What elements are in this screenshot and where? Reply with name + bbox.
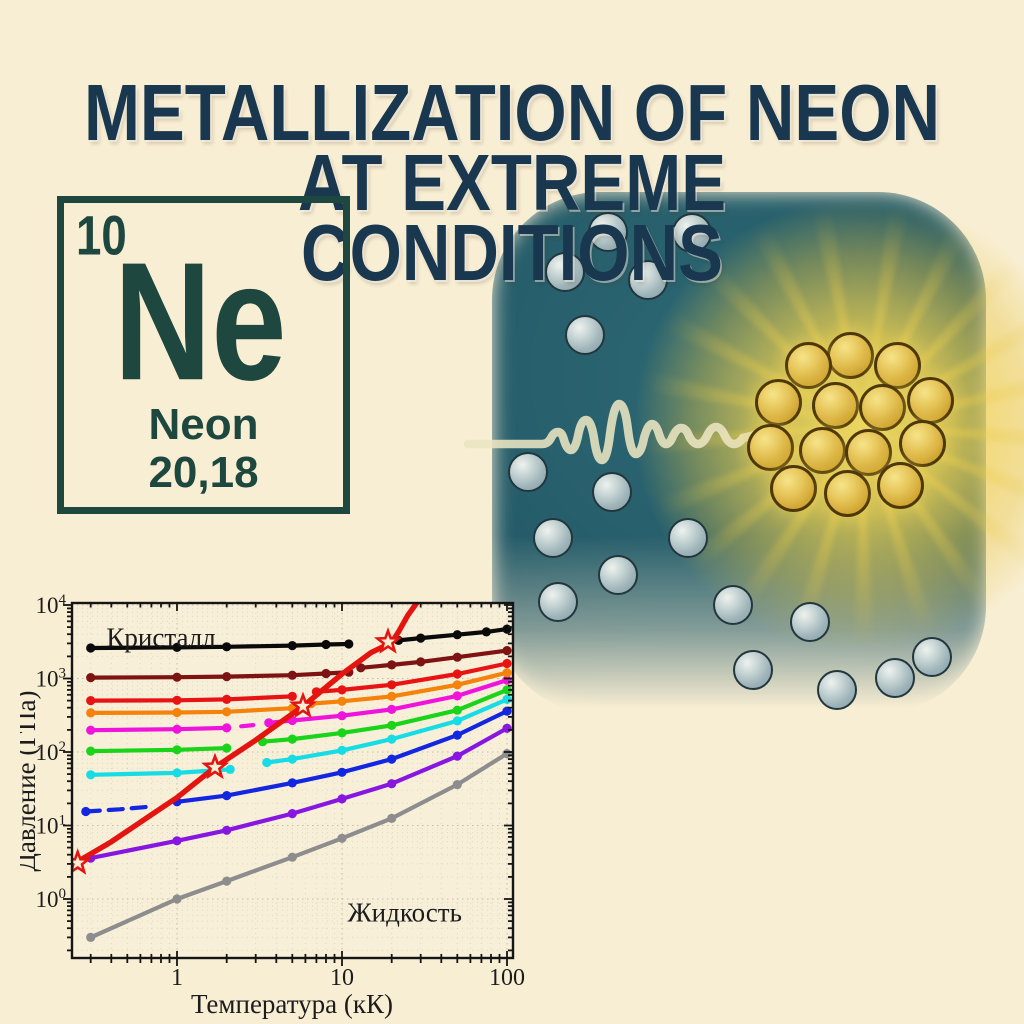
phase-annotation: Жидкость bbox=[347, 897, 461, 927]
metal-neon-atom-icon bbox=[858, 383, 906, 431]
element-symbol: Ne bbox=[113, 226, 286, 416]
neon-atom-icon bbox=[598, 555, 638, 595]
neon-atom-icon bbox=[545, 252, 585, 292]
metal-neon-atom-icon bbox=[769, 464, 817, 512]
page-title: METALLIZATION OF NEON AT EXTREME CONDITI… bbox=[0, 67, 1024, 297]
isochore-series bbox=[81, 624, 512, 942]
melting-star-marker bbox=[373, 627, 403, 654]
y-axis-title: Давление (ГПа) bbox=[20, 691, 41, 872]
axis-ticks bbox=[63, 603, 513, 966]
neon-atom-icon bbox=[508, 452, 548, 492]
neon-atom-icon bbox=[538, 582, 578, 622]
metal-neon-atom-icon bbox=[826, 331, 874, 379]
metal-neon-atom-icon bbox=[906, 376, 954, 424]
x-tick-label: 100 bbox=[489, 965, 525, 991]
melting-star-marker bbox=[288, 691, 317, 719]
series-5 bbox=[86, 675, 512, 735]
series-4 bbox=[86, 685, 512, 756]
metal-neon-atom-icon bbox=[754, 378, 802, 426]
neon-atom-icon bbox=[565, 315, 605, 355]
neon-atom-icon bbox=[912, 637, 952, 677]
neon-atom-icon bbox=[668, 518, 708, 558]
element-card: 10 Ne Neon 20,18 bbox=[57, 196, 350, 514]
atomic-number: 10 bbox=[76, 206, 127, 268]
neon-atom-icon bbox=[790, 602, 830, 642]
metal-neon-atom-icon bbox=[876, 461, 924, 509]
neon-atom-icon bbox=[533, 518, 573, 558]
melting-star-marker bbox=[201, 752, 230, 780]
phase-annotation: Кристалл bbox=[106, 623, 215, 653]
metal-neon-atom-icon bbox=[898, 419, 946, 467]
metal-neon-atom-icon bbox=[873, 341, 921, 389]
neon-atom-icon bbox=[817, 670, 857, 710]
metal-neon-atom-icon bbox=[823, 469, 871, 517]
x-tick-label: 1 bbox=[171, 965, 183, 991]
melting-curve bbox=[72, 603, 420, 875]
series-2 bbox=[81, 706, 512, 817]
y-tick-label: 103 bbox=[36, 666, 67, 692]
melting-star-marker bbox=[72, 848, 92, 875]
series-0 bbox=[86, 749, 512, 942]
title-line-1: METALLIZATION OF NEON bbox=[83, 67, 941, 157]
x-axis-title: Температура (кК) bbox=[191, 989, 393, 1019]
neon-atom-icon bbox=[588, 212, 628, 252]
neon-atom-icon bbox=[733, 650, 773, 690]
atomic-mass: 20,18 bbox=[148, 448, 259, 497]
neon-atom-icon bbox=[875, 658, 915, 698]
neon-atom-icon bbox=[713, 585, 753, 625]
metal-neon-atom-icon bbox=[784, 341, 832, 389]
x-tick-label: 10 bbox=[330, 965, 354, 991]
y-tick-label: 100 bbox=[36, 886, 67, 912]
title-line-2: AT EXTREME CONDITIONS bbox=[297, 137, 727, 297]
neon-atom-icon bbox=[592, 472, 632, 512]
metal-neon-atom-icon bbox=[798, 426, 846, 474]
element-name: Neon bbox=[148, 400, 259, 449]
metal-neon-atom-icon bbox=[811, 381, 859, 429]
metal-neon-atom-icon bbox=[746, 423, 794, 471]
neon-atom-icon bbox=[628, 260, 668, 300]
series-8 bbox=[86, 646, 512, 683]
neon-atom-icon bbox=[672, 213, 712, 253]
y-tick-label: 104 bbox=[36, 592, 67, 618]
